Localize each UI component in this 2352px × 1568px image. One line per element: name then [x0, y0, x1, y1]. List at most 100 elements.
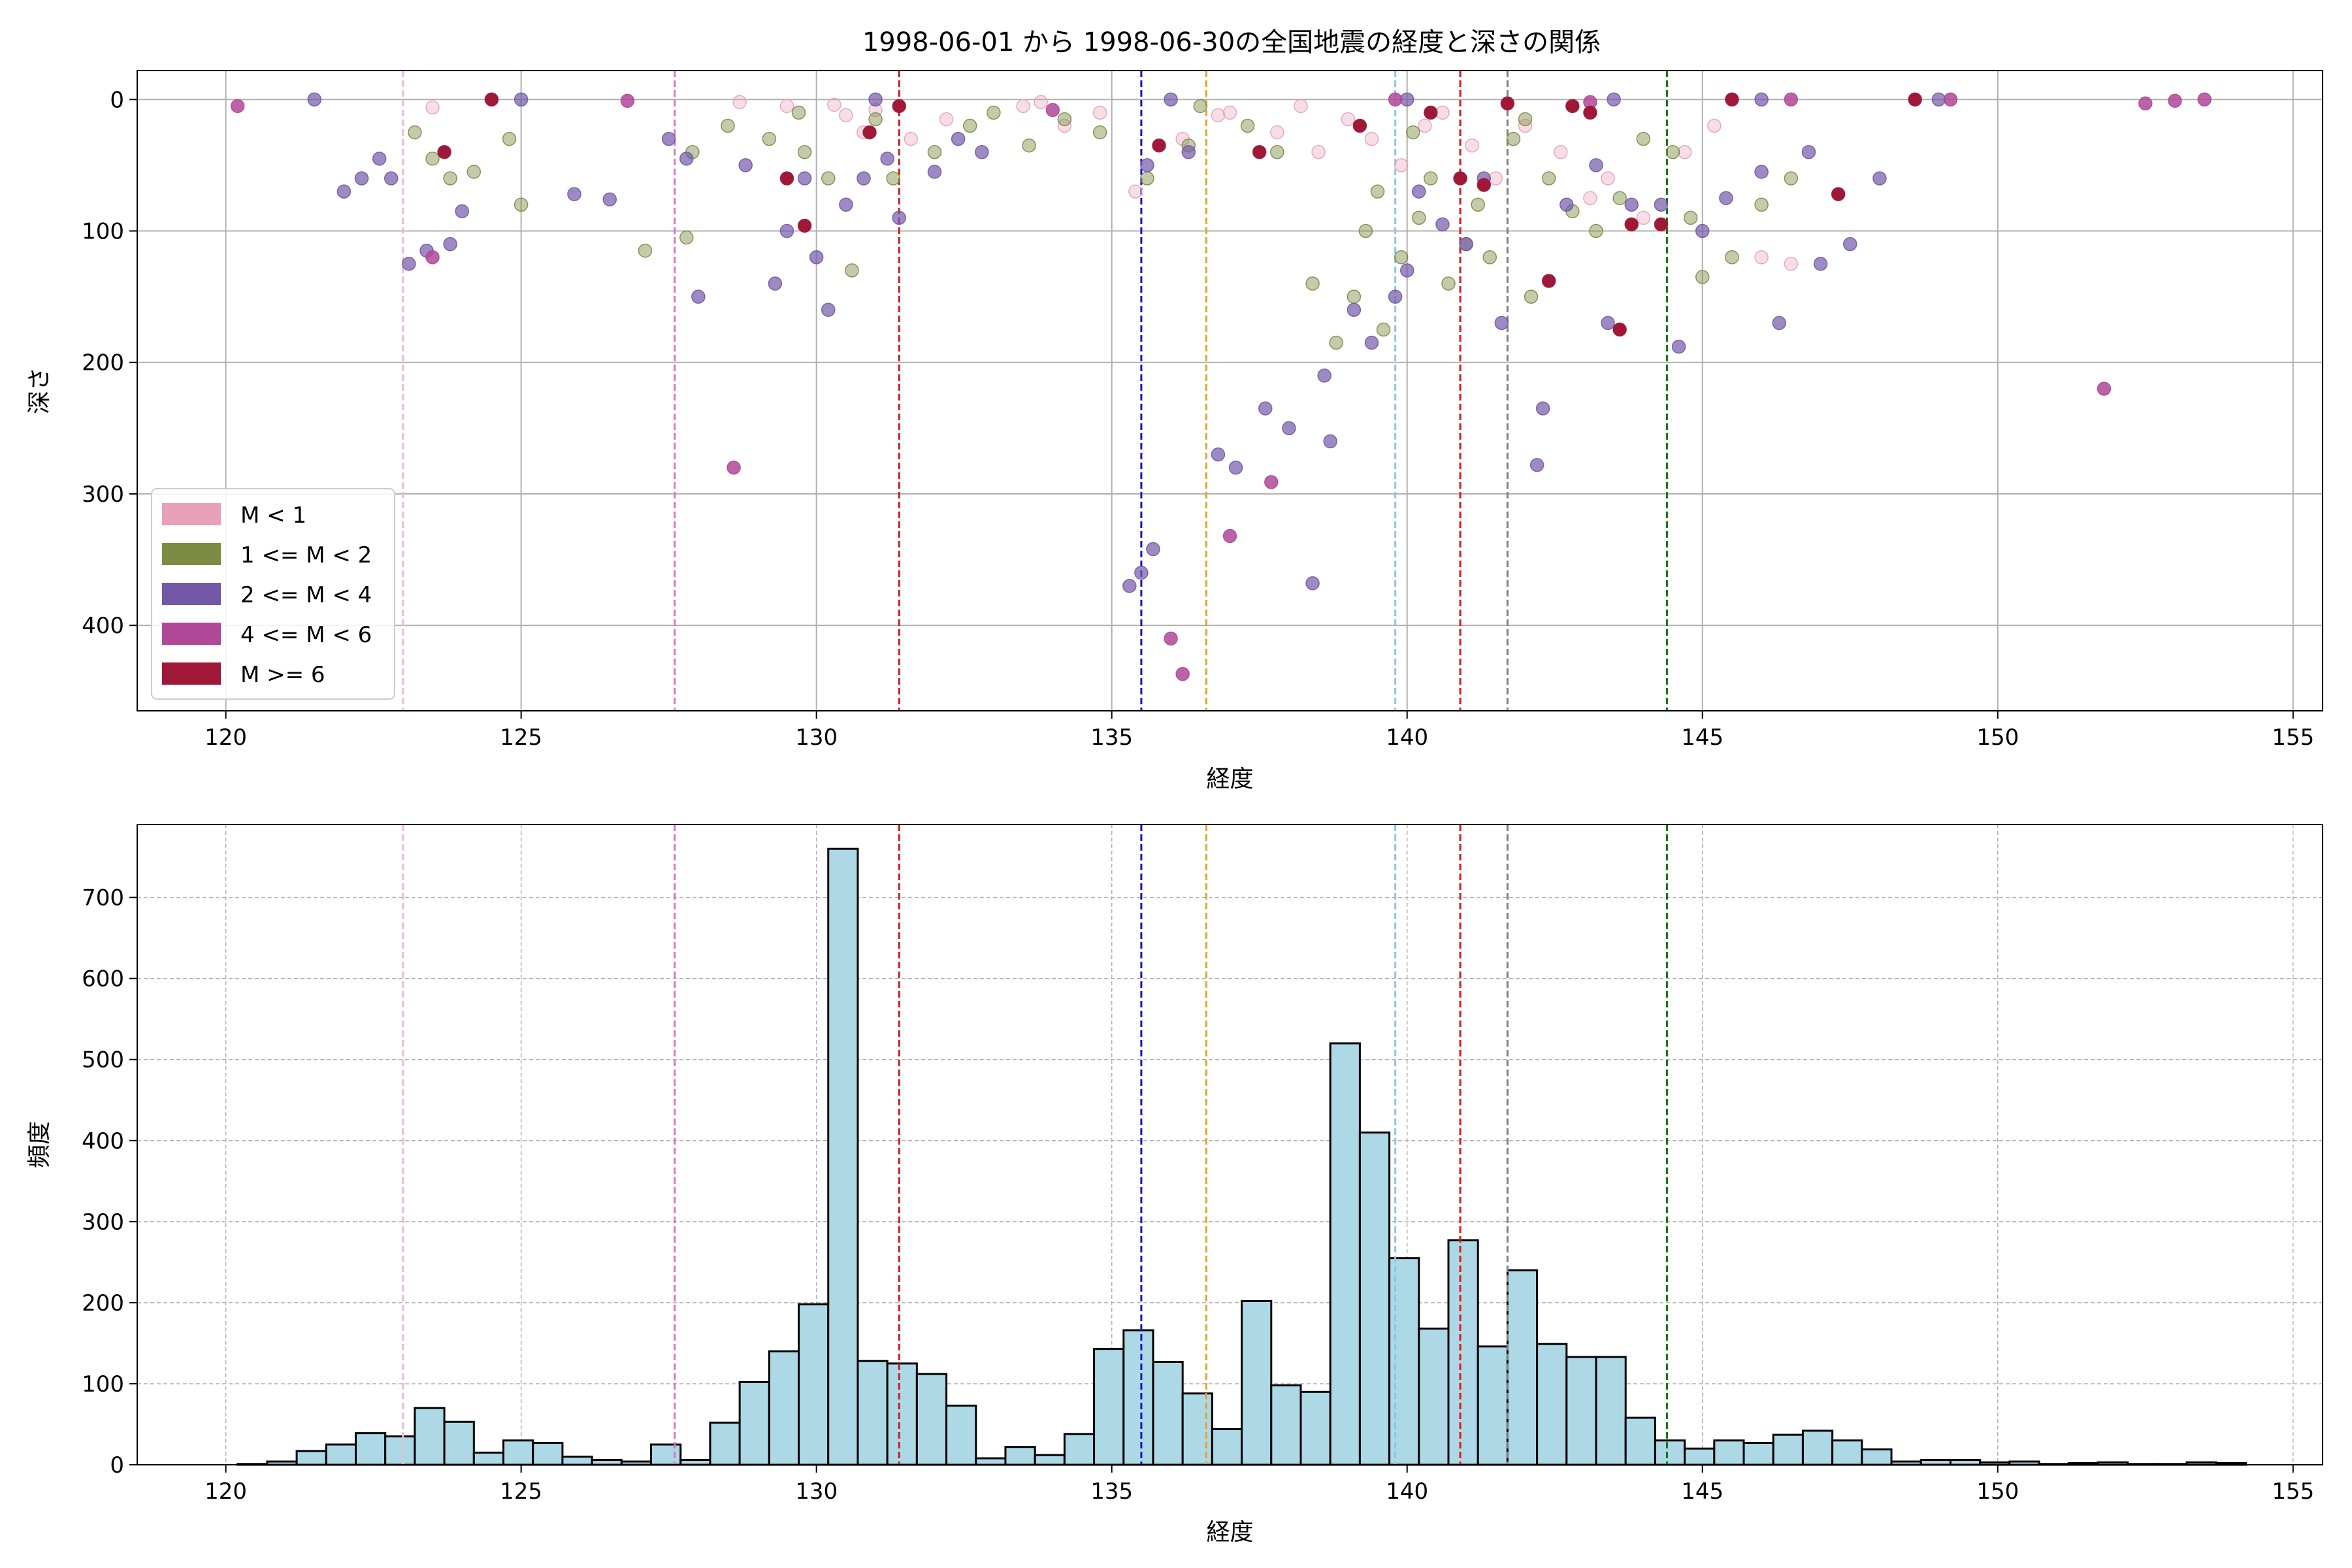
figure-title: 1998-06-01 から 1998-06-30の全国地震の経度と深さの関係: [862, 27, 1601, 57]
scatter-point: [638, 243, 653, 258]
histogram-y-tick-label: 300: [82, 1209, 124, 1235]
histogram-x-tick-label: 140: [1386, 1478, 1428, 1505]
histogram-bar: [1447, 1239, 1479, 1466]
scatter-point: [797, 145, 812, 159]
scatter-point: [1589, 223, 1603, 238]
scatter-point: [1654, 217, 1669, 232]
scatter-point: [1477, 178, 1491, 192]
legend-swatch: [162, 623, 221, 645]
histogram-y-tick-label: 700: [82, 885, 124, 911]
scatter-point: [1754, 197, 1769, 212]
scatter-point: [892, 99, 906, 114]
scatter-point: [1364, 335, 1379, 350]
histogram-y-tick-label: 500: [82, 1047, 124, 1073]
scatter-point: [1784, 257, 1799, 271]
scatter-point: [1725, 92, 1739, 107]
scatter-point: [1453, 171, 1467, 186]
scatter-point: [1399, 263, 1414, 278]
scatter-point: [768, 276, 783, 291]
scatter-point: [455, 204, 469, 219]
histogram-y-tick-label: 400: [82, 1128, 124, 1154]
scatter-point: [620, 93, 635, 108]
scatter-point: [857, 171, 871, 186]
scatter-point: [1601, 316, 1615, 331]
histogram-x-axis-label: 経度: [1206, 1519, 1253, 1546]
histogram-bar: [1477, 1345, 1509, 1466]
scatter-point: [1164, 92, 1178, 107]
histogram-bar: [975, 1457, 1007, 1466]
histogram-x-tick-label: 150: [1976, 1478, 2019, 1505]
scatter-point: [1181, 145, 1196, 159]
scatter-point: [1370, 184, 1385, 199]
legend-label: M < 1: [240, 502, 306, 529]
scatter-point: [1719, 191, 1733, 205]
scatter-point: [1175, 666, 1190, 681]
scatter-point: [1671, 339, 1686, 354]
histogram-bar: [1595, 1356, 1627, 1466]
scatter-point: [927, 165, 942, 179]
scatter-point: [1589, 158, 1603, 172]
scatter-point: [845, 263, 859, 278]
histogram-bar: [1565, 1356, 1597, 1466]
scatter-x-tick-label: 130: [795, 725, 838, 751]
scatter-point: [1695, 270, 1710, 284]
scatter-point: [354, 171, 369, 186]
scatter-point: [1394, 158, 1409, 172]
scatter-point: [951, 131, 966, 146]
legend-swatch: [162, 503, 221, 525]
histogram-y-tick-label: 200: [82, 1290, 124, 1316]
scatter-point: [1725, 250, 1739, 265]
histogram-bar: [915, 1373, 948, 1466]
scatter-point: [1193, 99, 1208, 114]
histogram-bar: [591, 1459, 623, 1466]
histogram-bar: [1270, 1384, 1302, 1466]
scatter-point: [892, 210, 906, 225]
scatter-point: [1931, 92, 1946, 107]
scatter-point: [1554, 145, 1568, 159]
scatter-point: [1529, 457, 1544, 472]
histogram-bar: [1536, 1343, 1568, 1466]
scatter-x-ticks: 120 125 130 135 140 145 150 155: [204, 711, 2314, 751]
scatter-point: [1541, 171, 1556, 186]
histogram-bar: [1861, 1448, 1893, 1466]
scatter-point: [1482, 250, 1497, 265]
legend-swatch: [162, 662, 221, 685]
scatter-point: [732, 95, 747, 110]
scatter-point: [1624, 197, 1639, 212]
scatter-point: [1754, 165, 1769, 179]
scatter-point: [1270, 145, 1284, 159]
histogram-bar: [798, 1303, 830, 1466]
scatter-point: [1270, 125, 1284, 140]
scatter-point: [927, 145, 942, 159]
scatter-point: [502, 131, 517, 146]
scatter-point: [425, 152, 440, 166]
scatter-point: [1358, 223, 1373, 238]
scatter-point: [661, 131, 676, 146]
histogram-x-ticks: 120 125 130 135 140 145 150 155: [204, 1465, 2314, 1505]
scatter-point: [1282, 421, 1296, 436]
scatter-point: [1140, 171, 1154, 186]
scatter-point: [1677, 145, 1692, 159]
histogram-bar: [1358, 1131, 1391, 1466]
scatter-point: [1034, 95, 1048, 110]
legend-label: M >= 6: [240, 662, 325, 688]
scatter-point: [1311, 145, 1326, 159]
scatter-point: [1305, 276, 1320, 291]
scatter-point: [868, 112, 883, 127]
scatter-point: [1146, 542, 1160, 557]
histogram-bar: [1654, 1439, 1686, 1466]
scatter-point: [1583, 105, 1597, 120]
scatter-point: [1152, 138, 1166, 153]
histogram-bar: [1684, 1447, 1716, 1466]
histogram-x-tick-label: 135: [1090, 1478, 1133, 1505]
scatter-point: [1347, 302, 1362, 317]
scatter-point: [1488, 171, 1503, 186]
histogram-bar: [768, 1350, 800, 1466]
scatter-point: [1092, 125, 1107, 140]
scatter-point: [1654, 197, 1669, 212]
scatter-point: [1524, 289, 1539, 304]
scatter-point: [1695, 223, 1710, 238]
scatter-point: [2197, 92, 2212, 107]
scatter-point: [1683, 210, 1698, 225]
scatter-point: [779, 99, 794, 114]
